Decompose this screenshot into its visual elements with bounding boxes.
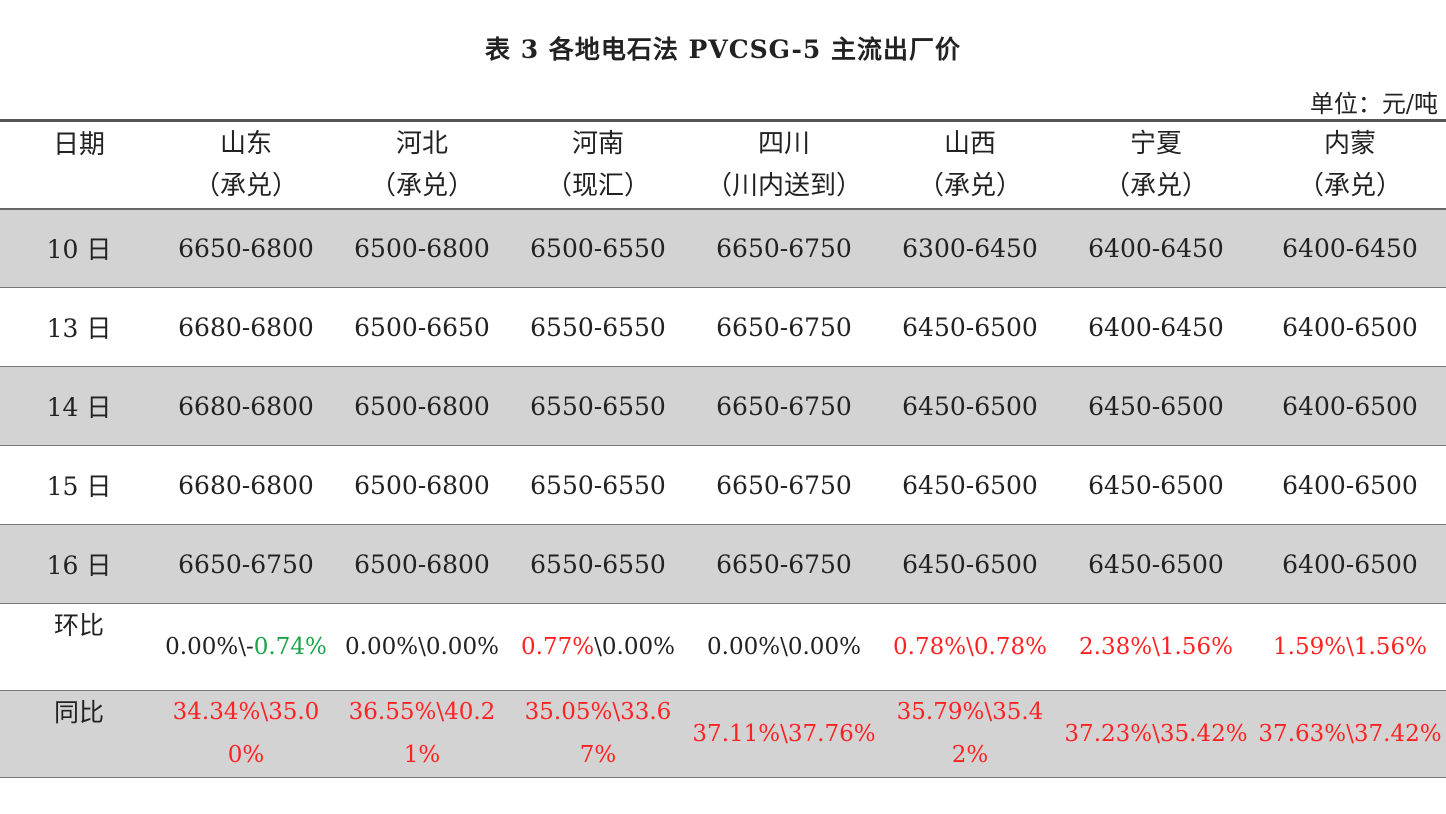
tongbi-cell: 37.11%\37.76% xyxy=(692,720,876,747)
huanbi-cell: 0.78%\0.78% xyxy=(882,604,1058,691)
huanbi-row: 环比 0.00%\-0.74% 0.00%\0.00% 0.77%\0.00% … xyxy=(0,604,1446,691)
price-cell: 6300-6450 xyxy=(902,233,1038,263)
price-cell: 6650-6750 xyxy=(716,549,852,579)
huanbi-cell: 2.38%\1.56% xyxy=(1058,604,1254,691)
price-cell: 6680-6800 xyxy=(178,470,314,500)
change-value-up: 1.59%\1.56% xyxy=(1273,633,1427,660)
table-row: 15 日 6680-6800 6500-6800 6550-6550 6650-… xyxy=(0,446,1446,525)
tongbi-row: 同比 34.34%\35.00% 36.55%\40.21% 35.05%\33… xyxy=(0,690,1446,778)
header-row: 日期 山东 （承兑） 河北 （承兑） 河南 （现汇） 四川 （川内送到） 山西 … xyxy=(0,120,1446,209)
tongbi-cell: 35.05%\33.67% xyxy=(524,699,672,768)
change-value: 0.00%\0.00% xyxy=(345,633,499,660)
price-cell: 6550-6550 xyxy=(530,470,666,500)
price-cell: 6400-6500 xyxy=(1282,470,1418,500)
price-cell: 6650-6800 xyxy=(178,233,314,263)
price-cell: 6500-6550 xyxy=(530,233,666,263)
table-row: 10 日 6650-6800 6500-6800 6500-6550 6650-… xyxy=(0,208,1446,288)
huanbi-label: 环比 xyxy=(53,611,104,640)
huanbi-cell: 0.00%\-0.74% xyxy=(158,604,334,691)
change-value: 0.00%\0.00% xyxy=(707,633,861,660)
column-header: 宁夏 （承兑） xyxy=(1103,128,1208,201)
price-cell: 6400-6500 xyxy=(1282,312,1418,342)
price-cell: 6400-6450 xyxy=(1088,233,1224,263)
price-cell: 6400-6500 xyxy=(1282,549,1418,579)
column-header: 山西 （承兑） xyxy=(917,128,1022,201)
huanbi-cell: 0.00%\0.00% xyxy=(686,604,882,691)
price-cell: 6650-6750 xyxy=(716,233,852,263)
column-header: 河北 （承兑） xyxy=(369,128,474,201)
huanbi-cell: 1.59%\1.56% xyxy=(1254,604,1446,691)
price-cell: 6400-6500 xyxy=(1282,391,1418,421)
tongbi-cell: 36.55%\40.21% xyxy=(348,699,496,768)
price-cell: 6450-6500 xyxy=(902,312,1038,342)
tongbi-label: 同比 xyxy=(53,698,104,727)
price-cell: 6500-6650 xyxy=(354,312,490,342)
price-cell: 6650-6750 xyxy=(716,312,852,342)
price-cell: 6550-6550 xyxy=(530,549,666,579)
change-value: 0.00%\- xyxy=(165,633,254,660)
column-header: 日期 xyxy=(52,130,105,160)
price-table: 日期 山东 （承兑） 河北 （承兑） 河南 （现汇） 四川 （川内送到） 山西 … xyxy=(0,119,1446,778)
column-header: 山东 （承兑） xyxy=(193,128,298,201)
price-cell: 6500-6800 xyxy=(354,549,490,579)
table-row: 16 日 6650-6750 6500-6800 6550-6550 6650-… xyxy=(0,524,1446,604)
table-row: 14 日 6680-6800 6500-6800 6550-6550 6650-… xyxy=(0,366,1446,446)
table-title: 表 3 各地电石法 PVCSG-5 主流出厂价 xyxy=(485,35,961,64)
price-cell: 6450-6500 xyxy=(902,391,1038,421)
price-cell: 6450-6500 xyxy=(902,470,1038,500)
price-cell: 6450-6500 xyxy=(902,549,1038,579)
price-cell: 6400-6450 xyxy=(1088,312,1224,342)
price-cell: 6550-6550 xyxy=(530,312,666,342)
price-cell: 6680-6800 xyxy=(178,391,314,421)
price-cell: 6400-6450 xyxy=(1282,233,1418,263)
date-cell: 14 日 xyxy=(46,393,112,422)
price-cell: 6500-6800 xyxy=(354,233,490,263)
price-cell: 6650-6750 xyxy=(716,391,852,421)
price-cell: 6680-6800 xyxy=(178,312,314,342)
unit-label: 单位：元/吨 xyxy=(1309,90,1438,118)
date-cell: 15 日 xyxy=(46,472,112,501)
column-header: 四川 （川内送到） xyxy=(705,128,862,201)
column-header: 河南 （现汇） xyxy=(545,128,650,201)
date-cell: 16 日 xyxy=(46,551,112,580)
tongbi-cell: 37.23%\35.42% xyxy=(1064,720,1248,747)
date-cell: 10 日 xyxy=(46,235,112,265)
price-cell: 6650-6750 xyxy=(716,470,852,500)
change-value-up: 0.77% xyxy=(521,633,595,660)
tongbi-cell: 34.34%\35.00% xyxy=(172,699,320,768)
price-cell: 6550-6550 xyxy=(530,391,666,421)
price-cell: 6500-6800 xyxy=(354,470,490,500)
price-cell: 6450-6500 xyxy=(1088,391,1224,421)
price-cell: 6450-6500 xyxy=(1088,470,1224,500)
price-cell: 6450-6500 xyxy=(1088,549,1224,579)
date-cell: 13 日 xyxy=(46,314,112,343)
change-value-down: 0.74% xyxy=(253,633,327,660)
tongbi-cell: 35.79%\35.42% xyxy=(896,699,1044,768)
change-value-up: 0.78%\0.78% xyxy=(893,633,1047,660)
table-row: 13 日 6680-6800 6500-6650 6550-6550 6650-… xyxy=(0,288,1446,367)
column-header: 内蒙 （承兑） xyxy=(1297,128,1402,201)
change-value: \0.00% xyxy=(594,633,675,660)
huanbi-cell: 0.77%\0.00% xyxy=(510,604,686,691)
change-value-up: 2.38%\1.56% xyxy=(1079,633,1233,660)
tongbi-cell: 37.63%\37.42% xyxy=(1258,720,1442,747)
price-cell: 6650-6750 xyxy=(178,549,314,579)
price-cell: 6500-6800 xyxy=(354,391,490,421)
huanbi-cell: 0.00%\0.00% xyxy=(334,604,510,691)
